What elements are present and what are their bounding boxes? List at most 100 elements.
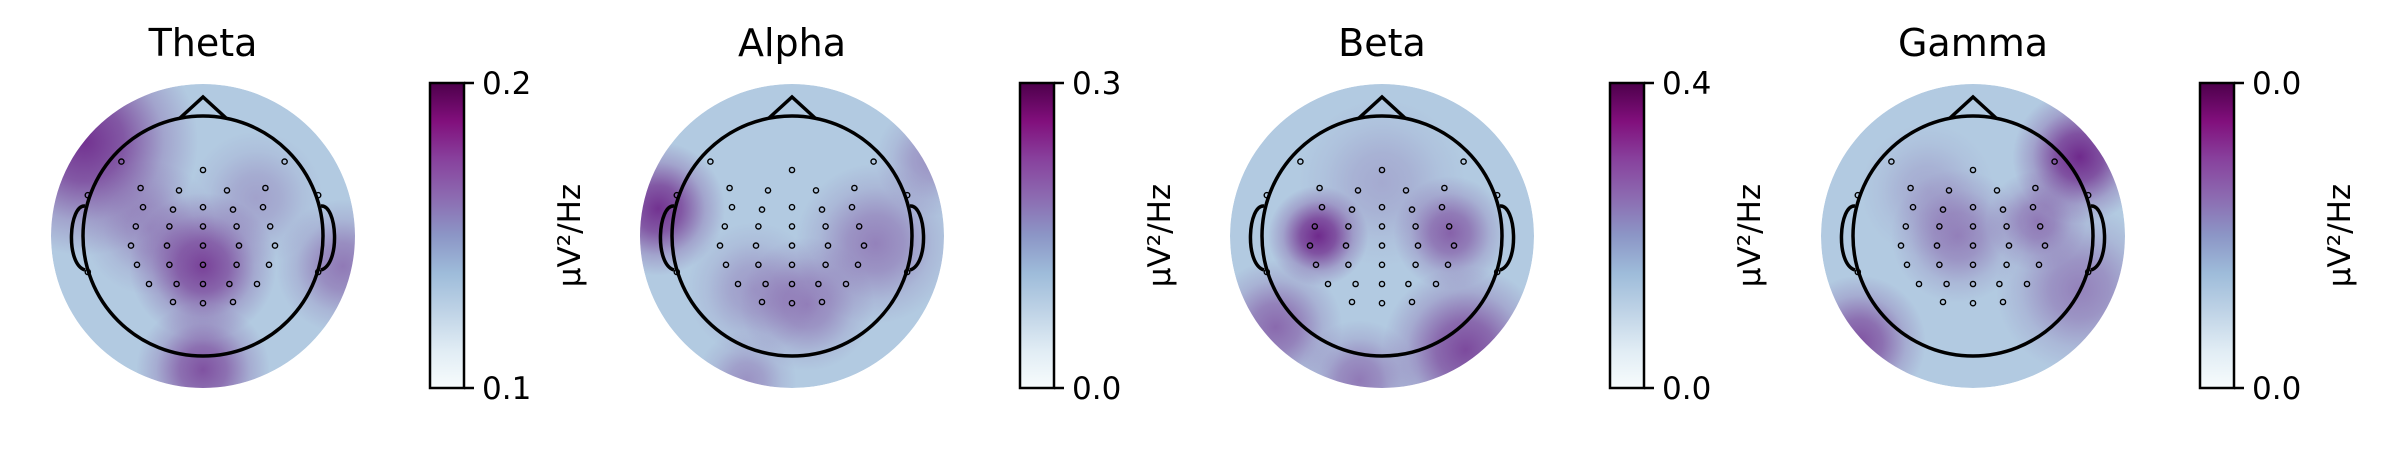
sensor-marker xyxy=(818,298,826,306)
sensor-marker xyxy=(1263,268,1271,276)
sensor-marker xyxy=(1888,158,1895,165)
sensor-marker xyxy=(1352,280,1359,288)
sensor-marker xyxy=(752,242,760,249)
sensor-marker xyxy=(788,203,796,211)
colorbar: 0.0 0.0 µV²/Hz xyxy=(2198,66,2358,407)
sensor-marker xyxy=(822,223,829,230)
sensor-marker xyxy=(1943,280,1950,288)
sensor-marker xyxy=(259,203,267,211)
sensor-marker xyxy=(1408,206,1416,213)
sensor-marker xyxy=(1909,203,1917,211)
topomap-hotspot xyxy=(640,141,726,276)
sensor-marker xyxy=(1441,184,1448,192)
panel-title: Beta xyxy=(1338,21,1426,65)
sensor-marker xyxy=(1999,298,2007,306)
sensor-marker xyxy=(788,166,796,174)
topomap-panel-gamma: Gamma 0.0 0.0 µV²/Hz xyxy=(1821,21,2358,407)
sensor-marker xyxy=(848,203,856,211)
sensor-marker xyxy=(1306,242,1314,249)
sensor-marker xyxy=(139,203,147,211)
sensor-marker xyxy=(199,280,207,288)
sensor-marker xyxy=(1408,298,1416,306)
sensor-marker xyxy=(2029,203,2037,211)
sensor-marker xyxy=(1969,203,1977,211)
colorbar-tick-label: 0.2 xyxy=(482,66,531,102)
sensor-marker xyxy=(788,261,796,269)
topomap-hotspot xyxy=(1382,266,1534,388)
left-ear xyxy=(1839,204,1856,272)
sensor-marker xyxy=(1936,261,1943,269)
colorbar-tick-label: 0.0 xyxy=(1072,371,1121,407)
right-ear xyxy=(320,204,337,272)
sensor-marker xyxy=(854,261,862,269)
sensor-marker xyxy=(173,280,180,288)
topomap-hotspot xyxy=(687,222,821,357)
sensor-marker xyxy=(1378,203,1386,211)
sensor-marker xyxy=(722,261,730,269)
sensor-marker xyxy=(1378,223,1386,230)
head-outline xyxy=(1851,114,2095,358)
sensor-marker xyxy=(1993,187,2001,194)
colorbar-gradient xyxy=(2198,81,2236,390)
sensor-marker xyxy=(734,280,742,288)
sensor-marker xyxy=(673,268,681,276)
sensor-marker xyxy=(1854,268,1862,276)
sensor-marker xyxy=(1996,280,2003,288)
sensor-marker xyxy=(758,206,766,213)
sensor-marker xyxy=(788,223,796,230)
sensor-marker xyxy=(133,261,141,269)
sensor-marker xyxy=(1493,268,1501,276)
sensor-marker xyxy=(166,223,173,230)
sensor-marker xyxy=(1897,242,1905,249)
sensor-marker xyxy=(721,223,729,230)
sensor-marker xyxy=(1939,298,1947,306)
topomap-hotspot xyxy=(189,131,324,265)
sensor-marker xyxy=(762,280,769,288)
colorbar-label: µV²/Hz xyxy=(552,184,588,287)
sensor-marker xyxy=(903,268,911,276)
sensor-marker xyxy=(1412,223,1419,230)
sensor-marker xyxy=(2051,158,2058,165)
left-ear xyxy=(1248,204,1265,272)
right-ear xyxy=(1499,204,1516,272)
sensor-marker xyxy=(169,206,177,213)
sensor-marker xyxy=(870,158,877,165)
sensor-marker xyxy=(2035,261,2043,269)
colorbar-tick-label: 0.4 xyxy=(1662,66,1711,102)
sensor-marker xyxy=(199,166,207,174)
sensor-marker xyxy=(175,187,183,194)
topomap-panel-alpha: Alpha 0.3 0.0 µV²/Hz xyxy=(640,21,1178,407)
panel-title: Gamma xyxy=(1898,21,2048,65)
colorbar-gradient xyxy=(1608,81,1646,390)
sensor-marker xyxy=(262,184,269,192)
colorbar-label: µV²/Hz xyxy=(1732,184,1768,287)
sensor-marker xyxy=(132,223,140,230)
panel-title: Theta xyxy=(148,21,258,65)
sensor-marker xyxy=(903,191,911,199)
topomap-hotspot xyxy=(82,161,217,296)
sensor-marker xyxy=(788,280,796,288)
colorbar: 0.4 0.0 µV²/Hz xyxy=(1608,66,1768,407)
sensor-marker xyxy=(673,191,681,199)
sensor-marker xyxy=(1348,298,1356,306)
sensor-marker xyxy=(1378,242,1386,249)
topomap-field xyxy=(1821,84,2125,388)
sensor-marker xyxy=(199,203,207,211)
sensor-marker xyxy=(265,261,273,269)
colorbar-tick-label: 0.0 xyxy=(2252,371,2301,407)
sensor-marker xyxy=(314,191,322,199)
colorbar: 0.2 0.1 µV²/Hz xyxy=(428,66,588,407)
sensor-marker xyxy=(1402,187,1410,194)
sensor-marker xyxy=(2003,223,2010,230)
nose xyxy=(767,94,817,120)
sensor-marker xyxy=(1936,223,1943,230)
topomap-hotspot xyxy=(1299,320,1420,388)
sensor-marker xyxy=(233,223,240,230)
sensor-marker xyxy=(1945,187,1953,194)
head-outline xyxy=(670,114,914,358)
colorbar-tick-label: 0.0 xyxy=(1662,371,1711,407)
sensor-marker xyxy=(1854,191,1862,199)
sensor-marker xyxy=(728,203,736,211)
sensor-marker xyxy=(1493,191,1501,199)
topomap-panel-theta: Theta 0.2 0.1 µV²/Hz xyxy=(51,21,588,407)
